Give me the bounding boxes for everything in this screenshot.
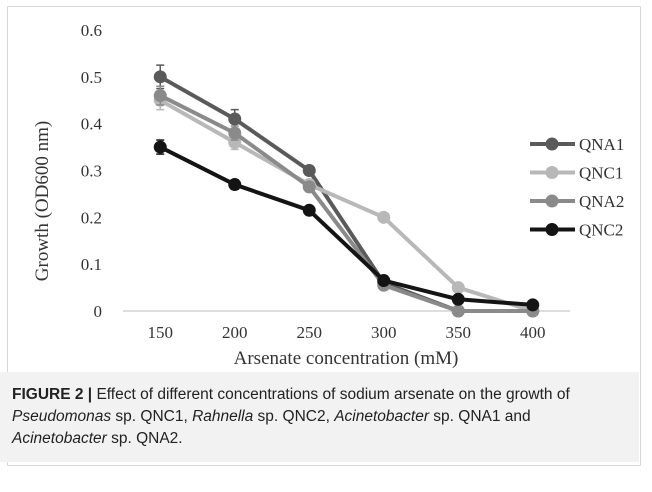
legend-item-qna2: QNA2 — [530, 192, 624, 211]
line-chart: 0 0.1 0.2 0.3 0.4 0.5 0.6 150 200 250 300 350 400 Q… — [32, 21, 624, 369]
x-tick-label: 200 — [222, 323, 248, 342]
data-point — [377, 274, 391, 288]
data-point — [302, 180, 316, 194]
x-tick-label: 350 — [446, 323, 472, 342]
caption-body: Effect of different concentrations of so… — [12, 386, 570, 447]
y-tick-label: 0.6 — [81, 21, 102, 40]
x-tick-label: 400 — [520, 323, 546, 342]
data-point — [228, 178, 242, 192]
series-line — [159, 98, 534, 313]
caption-text: sp. QNA1 and — [429, 408, 531, 425]
legend-marker — [545, 223, 559, 236]
data-point — [228, 112, 242, 126]
caption-italic-text: Acinetobacter — [12, 430, 107, 447]
series-qnc2 — [153, 139, 540, 312]
series-qnc1 — [153, 90, 540, 318]
data-point — [228, 126, 242, 140]
y-tick-label: 0.5 — [81, 68, 102, 87]
legend-label: QNA1 — [579, 135, 624, 154]
legend-label: QNC1 — [579, 164, 623, 183]
caption-italic-text: Acinetobacter — [334, 408, 429, 425]
data-point — [526, 298, 540, 312]
x-tick-label: 250 — [297, 323, 323, 342]
legend-item-qna1: QNA1 — [530, 135, 624, 154]
data-point — [302, 164, 316, 177]
data-point — [451, 281, 465, 295]
figure-label: FIGURE 2 | — [12, 386, 93, 403]
legend-marker — [545, 194, 559, 208]
caption-text: sp. QNC1, — [111, 408, 193, 425]
data-point — [451, 292, 465, 306]
legend-label: QNC2 — [579, 221, 623, 240]
data-point — [153, 140, 167, 154]
x-tick-label: 300 — [371, 323, 397, 342]
y-tick-label: 0.1 — [81, 255, 102, 274]
legend: QNA1 QNC1 QNA2 QNC2 — [530, 135, 624, 240]
y-axis-label: Growth (OD600 nm) — [32, 121, 53, 281]
data-point — [302, 203, 316, 217]
legend-label: QNA2 — [579, 192, 624, 211]
x-tick-label: 150 — [148, 323, 174, 342]
caption-italic-text: Pseudomonas — [12, 408, 112, 425]
caption-text: sp. QNC2, — [253, 408, 335, 425]
y-tick-label: 0.4 — [81, 115, 103, 134]
caption-box — [0, 372, 639, 462]
figure-caption: FIGURE 2 | Effect of different concentra… — [12, 384, 622, 450]
data-point — [153, 70, 167, 84]
y-tick-label: 0.3 — [81, 162, 102, 181]
caption-text: sp. QNA2. — [106, 430, 183, 447]
data-point — [228, 135, 242, 149]
x-axis-label: Arsenate concentration (mM) — [234, 348, 459, 369]
series-line — [159, 93, 533, 313]
series-line — [159, 75, 533, 313]
legend-marker — [545, 166, 559, 179]
legend-item-qnc1: QNC1 — [530, 164, 623, 183]
data-point — [153, 89, 167, 103]
y-tick-label: 0.2 — [81, 208, 102, 227]
series-line — [159, 145, 533, 307]
x-tick-labels: 150 200 250 300 350 400 — [148, 323, 546, 342]
caption-italic-text: Rahnella — [192, 408, 254, 425]
series-layer — [153, 64, 540, 318]
series-qna1 — [153, 64, 540, 318]
caption-text: Effect of different concentrations of so… — [92, 386, 570, 403]
legend-item-qnc2: QNC2 — [530, 221, 623, 240]
data-point — [377, 210, 391, 224]
y-tick-labels: 0 0.1 0.2 0.3 0.4 0.5 0.6 — [81, 21, 103, 321]
data-point — [451, 304, 465, 318]
series-qna2 — [153, 85, 540, 318]
y-tick-label: 0 — [94, 302, 103, 321]
legend-marker — [545, 137, 559, 151]
